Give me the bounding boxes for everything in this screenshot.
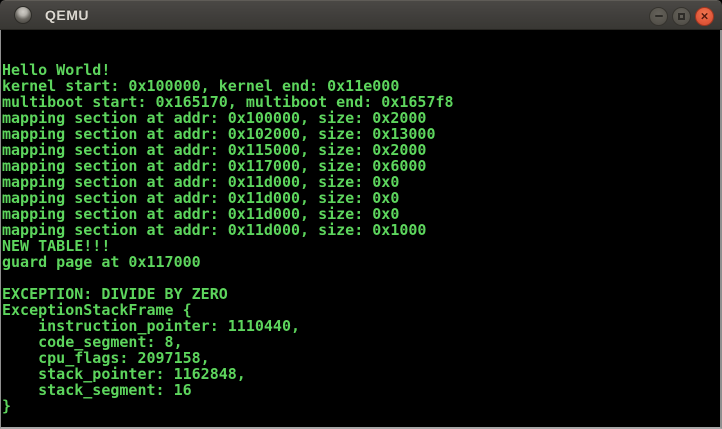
vga-display[interactable]: Hello World! kernel start: 0x100000, kern…: [0, 30, 722, 429]
terminal-line: mapping section at addr: 0x100000, size:…: [2, 109, 427, 127]
terminal-line: NEW TABLE!!!: [2, 237, 111, 255]
terminal-line: mapping section at addr: 0x11d000, size:…: [2, 173, 400, 191]
terminal-line: mapping section at addr: 0x117000, size:…: [2, 157, 427, 175]
terminal-line: ExceptionStackFrame {: [2, 301, 192, 319]
terminal-line: instruction_pointer: 1110440,: [2, 317, 301, 335]
minimize-button[interactable]: [649, 6, 668, 26]
terminal-line: stack_pointer: 1162848,: [2, 365, 246, 383]
window-title: QEMU: [45, 7, 89, 23]
terminal-line: stack_segment: 16: [2, 381, 192, 399]
terminal-line: kernel start: 0x100000, kernel end: 0x11…: [2, 77, 400, 95]
terminal-line: code_segment: 8,: [2, 333, 183, 351]
terminal-line: mapping section at addr: 0x11d000, size:…: [2, 205, 400, 223]
minimize-icon: [654, 15, 663, 17]
terminal-line: guard page at 0x117000: [2, 253, 201, 271]
terminal-line: mapping section at addr: 0x11d000, size:…: [2, 189, 400, 207]
terminal-line: [2, 270, 720, 286]
terminal-line: mapping section at addr: 0x102000, size:…: [2, 125, 436, 143]
terminal-line: multiboot start: 0x165170, multiboot end…: [2, 93, 454, 111]
titlebar[interactable]: QEMU ×: [0, 0, 722, 30]
terminal-line: mapping section at addr: 0x115000, size:…: [2, 141, 427, 159]
maximize-button[interactable]: [672, 6, 691, 26]
close-button[interactable]: ×: [695, 6, 714, 26]
terminal-line: cpu_flags: 2097158,: [2, 349, 210, 367]
terminal-line: }: [2, 397, 12, 415]
window-controls: ×: [649, 1, 714, 31]
close-icon: ×: [700, 8, 709, 23]
terminal-line: Hello World!: [2, 61, 111, 79]
terminal-line: mapping section at addr: 0x11d000, size:…: [2, 221, 427, 239]
window-menu-icon[interactable]: [14, 6, 32, 24]
terminal-line: EXCEPTION: DIVIDE BY ZERO: [2, 285, 228, 303]
maximize-icon: [678, 12, 685, 20]
